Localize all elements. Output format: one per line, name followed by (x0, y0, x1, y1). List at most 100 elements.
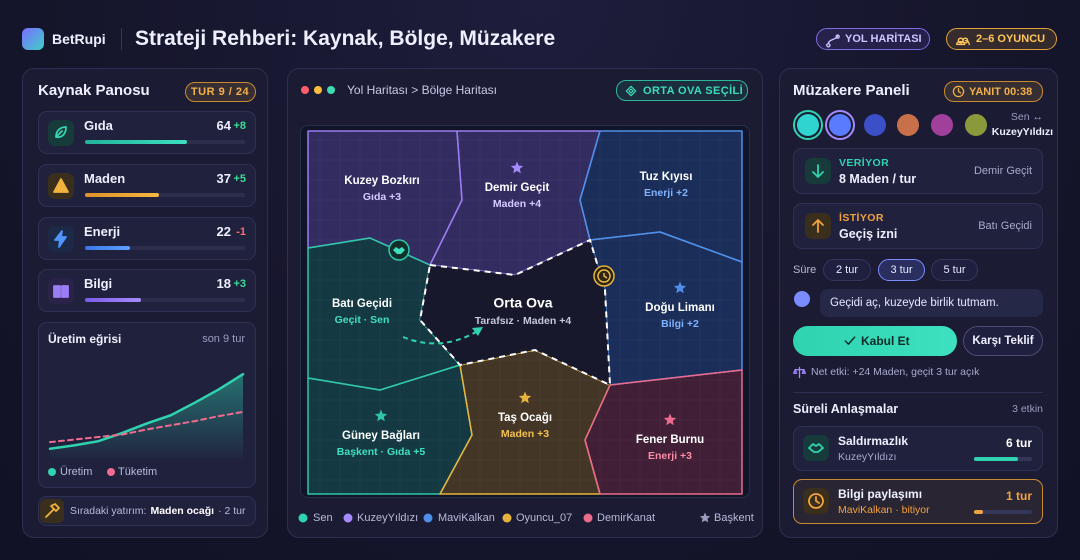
turn-badge-label: TUR 9 / 24 (190, 86, 250, 98)
region-name: Orta Ova (493, 295, 552, 311)
legend-swatch (343, 513, 353, 523)
roadmap-button[interactable] (816, 28, 930, 50)
legend-swatch (423, 513, 433, 523)
timer-label: YANIT 00:38 (969, 86, 1033, 98)
offer-source: Demir Geçit (973, 165, 1032, 177)
icon (844, 336, 856, 345)
capital-star (663, 413, 677, 426)
request-label: İSTİYOR (839, 212, 884, 224)
legend-label: Üretim (60, 466, 93, 478)
player-avatar[interactable] (931, 114, 953, 136)
capital-star (510, 161, 524, 174)
resource-meter-fill (85, 140, 188, 144)
region-info: Enerji +3 (648, 450, 692, 462)
icon (952, 85, 965, 98)
deal-card (793, 479, 1043, 524)
legend-label: Oyuncu_07 (516, 512, 573, 524)
icon-shape (826, 34, 840, 48)
legend-label: Tüketim (118, 466, 158, 478)
legend-swatch (48, 468, 56, 476)
player-avatar[interactable] (965, 114, 987, 136)
request-card (793, 203, 1043, 249)
deals-count: 3 etkin (1012, 403, 1043, 415)
counter-button[interactable] (963, 326, 1043, 356)
region-name: Taş Ocağı (498, 412, 552, 424)
region-info: Başkent · Gıda +5 (337, 446, 426, 458)
avatar-ring (825, 110, 855, 140)
resource-name: Maden (84, 171, 126, 186)
players-button[interactable] (946, 28, 1057, 50)
resource-card (38, 269, 256, 312)
region (584, 369, 743, 495)
player-avatar[interactable] (897, 114, 919, 136)
legend-swatch (298, 513, 308, 523)
icon (812, 164, 824, 178)
move-arrow (402, 331, 477, 345)
resource-name: Bilgi (84, 276, 113, 291)
duration-option[interactable] (931, 259, 978, 281)
brand: BetRupi (52, 31, 106, 47)
region-info: Tarafsız · Maden +4 (475, 315, 572, 327)
area (50, 374, 243, 458)
legend-label: Sen (313, 512, 333, 524)
panel-title: Müzakere Paneli (793, 82, 910, 99)
region-name: Güney Bağları (342, 430, 420, 442)
timer-glyph (597, 269, 611, 283)
selected-badge-label: ORTA OVA SEÇİLİ (643, 85, 744, 97)
region-name: Demir Geçit (485, 182, 550, 194)
icon-shape (45, 503, 60, 518)
deal-progress-fill (974, 510, 983, 514)
region-info: Maden +4 (493, 198, 541, 210)
players-button-label: 2–6 OYUNCU (976, 33, 1046, 45)
deal-party: KuzeyYıldızı (838, 451, 897, 463)
resource-card (38, 164, 256, 207)
duration-option-label: 3 tur (890, 264, 913, 276)
resource-value: 37 (216, 171, 231, 186)
icon-shape (54, 230, 67, 248)
window-dot (314, 86, 322, 94)
selected-badge (616, 80, 748, 101)
timer-badge (944, 81, 1043, 102)
region (419, 239, 611, 386)
icon-shape (53, 285, 69, 298)
icon-shape (952, 85, 965, 98)
icon-shape (812, 164, 824, 178)
resource-value: 18 (216, 276, 231, 291)
resource-name: Gıda (84, 118, 113, 133)
roadmap-button-label: YOL HARİTASI (845, 33, 922, 45)
duration-label: Süre (793, 264, 817, 276)
duration-option[interactable] (878, 259, 925, 281)
net-effect: Net etki: +24 Maden, geçit 3 tur açık (811, 366, 980, 378)
resource-delta: +3 (233, 278, 246, 290)
icon-shape (55, 126, 67, 139)
window-dot (327, 86, 335, 94)
line (48, 372, 245, 451)
resource-meter-track (85, 246, 245, 250)
icon (808, 493, 824, 509)
resource-value: 64 (216, 118, 231, 133)
capital-star (518, 391, 532, 404)
chart (48, 372, 245, 476)
icon-shape (625, 85, 637, 97)
resource-card (38, 111, 256, 154)
page-title: Strateji Rehberi: Kaynak, Bölge, Müzaker… (135, 27, 556, 50)
duration-option-label: 5 tur (943, 264, 966, 276)
capital-star (374, 409, 388, 422)
region-name: Fener Burnu (636, 434, 704, 446)
duration-option[interactable] (823, 259, 871, 281)
accept-button[interactable] (793, 326, 957, 356)
player-avatar[interactable] (829, 114, 851, 136)
region-name: Tuz Kıyısı (640, 171, 693, 183)
counter-label: Karşı Teklif (972, 335, 1034, 347)
legend-label: Başkent (714, 512, 754, 524)
next-investment: Sıradaki yatırım: Maden ocağı · 2 tur (70, 503, 256, 519)
player-avatar[interactable] (797, 114, 819, 136)
pair-label: Sen ↔ (1010, 111, 1043, 123)
investment-label: Sıradaki yatırım: (70, 505, 147, 517)
deal-name: Saldırmazlık (838, 434, 909, 448)
icon-shape (808, 493, 824, 509)
player-avatar[interactable] (864, 114, 886, 136)
resource-meter-track (85, 298, 245, 302)
panel-title: Kaynak Panosu (38, 82, 150, 99)
counterpart: KuzeyYıldızı (991, 126, 1053, 138)
